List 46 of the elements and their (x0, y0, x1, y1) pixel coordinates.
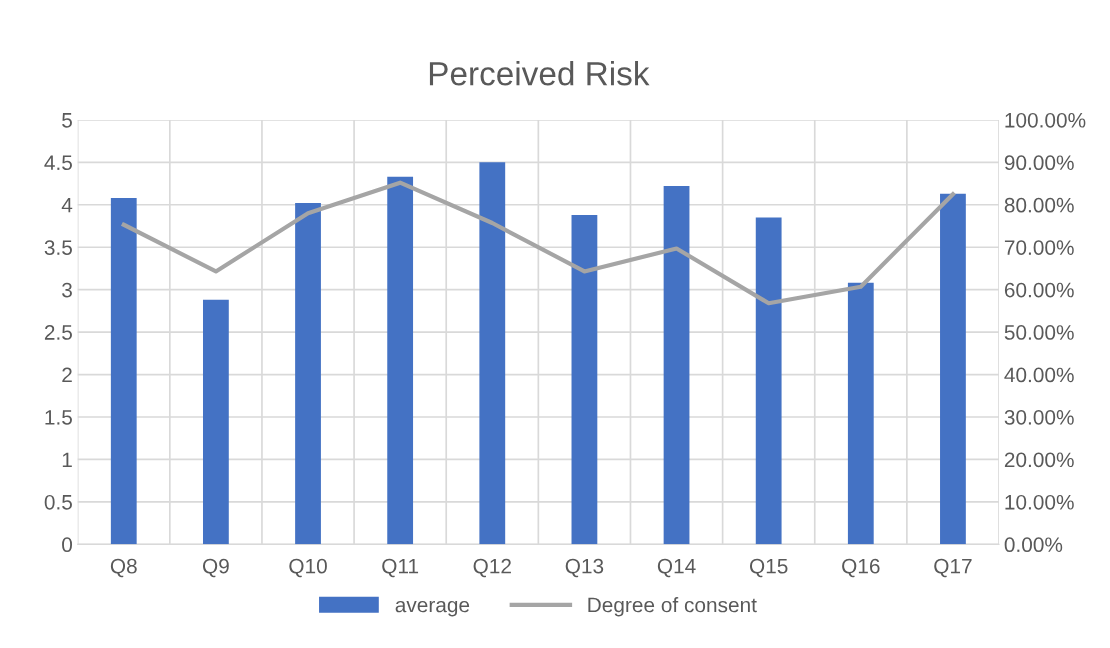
y-tick-label: 0 (62, 537, 73, 553)
y-tick-label: 1 (62, 452, 72, 467)
y2-tick-label: 40.00% (1004, 367, 1074, 383)
bar (387, 176, 414, 545)
y2-tick-label: 70.00% (1004, 240, 1074, 255)
legend-label: Degree of consent (588, 597, 757, 617)
y-tick-label: 3.5 (44, 240, 72, 255)
bar (295, 203, 321, 545)
chart-title: Perceived Risk (429, 61, 650, 86)
y2-tick-label: 30.00% (1004, 409, 1074, 425)
y-tick-label: 2 (62, 367, 72, 383)
x-tick-label: Q8 (110, 558, 137, 578)
bar (940, 193, 966, 545)
y-tick-label: 4.5 (44, 155, 72, 171)
y2-tick-label: 50.00% (1004, 325, 1074, 340)
bar (571, 214, 598, 545)
x-tick-label: Q11 (382, 558, 419, 578)
line-series (121, 180, 956, 306)
x-tick-label: Q16 (842, 558, 880, 578)
y-tick-label: 0.5 (44, 494, 72, 510)
bar (110, 197, 137, 545)
y2-tick-label: 80.00% (1004, 197, 1074, 213)
x-tick-label: Q15 (749, 558, 788, 578)
bar (203, 299, 229, 545)
x-tick-label: Q14 (657, 558, 696, 578)
y2-tick-label: 90.00% (1004, 155, 1074, 171)
x-tick-label: Q10 (289, 558, 327, 578)
x-tick-label: Q17 (934, 558, 972, 578)
y-tick-label: 2.5 (44, 325, 72, 340)
y-tick-label: 4 (61, 197, 73, 213)
legend-label: average (395, 600, 470, 617)
y-tick-label: 3 (62, 282, 72, 298)
bar (479, 162, 506, 545)
bar (663, 186, 690, 545)
x-tick-label: Q13 (565, 558, 604, 578)
x-tick-label: Q9 (202, 558, 229, 578)
bar (847, 282, 874, 545)
x-tick-label: Q12 (473, 558, 511, 578)
y2-tick-label: 10.00% (1005, 494, 1074, 510)
bar (755, 217, 782, 545)
y-tick-label: 1.5 (45, 410, 72, 425)
y2-tick-label: 100.00% (1005, 112, 1086, 128)
y-tick-label: 5 (62, 113, 72, 128)
y2-tick-label: 20.00% (1004, 452, 1074, 468)
y2-tick-label: 0.00% (1004, 537, 1063, 553)
y2-tick-label: 60.00% (1004, 282, 1074, 298)
